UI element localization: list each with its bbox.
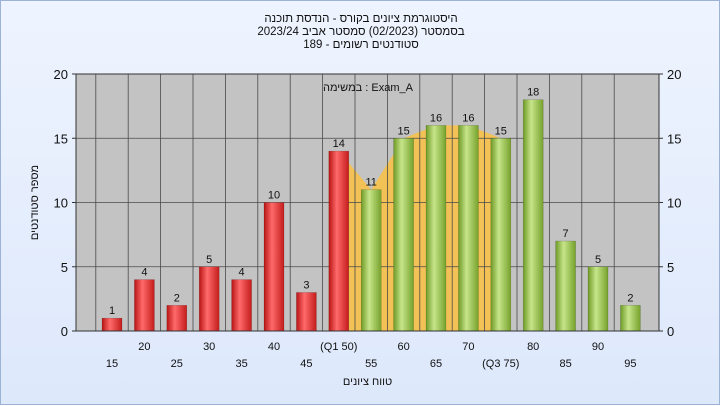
bar-50 xyxy=(328,150,350,332)
value-label-85: 7 xyxy=(563,228,569,240)
y-tick-right-20: 20 xyxy=(667,67,681,82)
chart-title-line-1: היסטוגרמת ציונים בקורס - הנדסת תוכנה xyxy=(264,13,458,25)
y-tick-left-10: 10 xyxy=(54,196,68,211)
bar-70 xyxy=(458,125,479,332)
bar-35 xyxy=(231,279,252,332)
x-tick-90: 90 xyxy=(592,341,604,353)
x-tick-40: 40 xyxy=(268,341,280,353)
bar-25 xyxy=(166,305,188,332)
x-tick-45: 45 xyxy=(300,358,312,370)
x-tick-80: 80 xyxy=(527,341,539,353)
x-tick-55: 55 xyxy=(365,358,377,370)
value-label-45: 3 xyxy=(303,279,309,291)
y-tick-right-15: 15 xyxy=(667,131,681,146)
bar-15 xyxy=(101,317,123,332)
value-label-35: 4 xyxy=(239,267,245,279)
y-tick-right-10: 10 xyxy=(667,196,681,211)
exam-annotation: במשימה : Exam_A xyxy=(323,82,414,94)
x-tick-95: 95 xyxy=(624,358,636,370)
value-label-15: 1 xyxy=(109,305,115,317)
value-label-40: 10 xyxy=(268,190,280,202)
bar-45 xyxy=(296,292,317,332)
bar-95 xyxy=(620,305,641,332)
bar-65 xyxy=(425,125,447,332)
x-tick-35: 35 xyxy=(235,358,247,370)
x-tick-85: 85 xyxy=(559,358,571,370)
value-label-80: 18 xyxy=(527,87,539,99)
y-tick-left-20: 20 xyxy=(54,67,68,82)
x-tick-65: 65 xyxy=(430,358,442,370)
x-tick-25: 25 xyxy=(171,358,183,370)
value-label-75: 15 xyxy=(495,125,507,137)
x-tick-75: (Q3 75) xyxy=(482,358,519,370)
bar-55 xyxy=(360,189,382,332)
y-tick-left-15: 15 xyxy=(54,131,68,146)
value-label-70: 16 xyxy=(462,112,474,124)
x-tick-70: 70 xyxy=(462,341,474,353)
x-tick-50: (Q1 50) xyxy=(320,341,357,353)
value-label-95: 2 xyxy=(627,292,633,304)
x-tick-15: 15 xyxy=(106,358,118,370)
bar-60 xyxy=(393,138,414,332)
bar-75 xyxy=(490,138,512,332)
x-tick-20: 20 xyxy=(138,341,150,353)
value-label-50: 14 xyxy=(333,138,345,150)
y-tick-left-5: 5 xyxy=(61,260,68,275)
chart-title-line-2: בסמסטר (02/2023) סמסטר אביב 2023/24 xyxy=(257,26,465,38)
y-tick-right-0: 0 xyxy=(667,324,674,339)
x-axis-title: טווח ציונים xyxy=(343,376,392,388)
bar-80 xyxy=(522,99,544,332)
value-label-55: 11 xyxy=(365,177,376,189)
value-label-65: 16 xyxy=(430,112,442,124)
x-tick-30: 30 xyxy=(203,341,215,353)
y-tick-left-0: 0 xyxy=(61,324,68,339)
value-label-25: 2 xyxy=(174,292,180,304)
y-tick-right-5: 5 xyxy=(667,260,674,275)
value-label-90: 5 xyxy=(595,254,601,266)
bar-20 xyxy=(134,279,155,332)
bar-30 xyxy=(198,266,220,332)
x-tick-60: 60 xyxy=(397,341,409,353)
value-label-30: 5 xyxy=(206,254,212,266)
y-axis-title: מספר סטודנטים xyxy=(29,165,41,240)
bar-40 xyxy=(263,202,285,332)
bar-85 xyxy=(555,240,576,332)
bar-90 xyxy=(587,266,609,332)
chart-title-line-3: סטודנטים רשומים - 189 xyxy=(303,39,419,51)
value-label-60: 15 xyxy=(397,125,409,137)
value-label-20: 4 xyxy=(141,267,147,279)
